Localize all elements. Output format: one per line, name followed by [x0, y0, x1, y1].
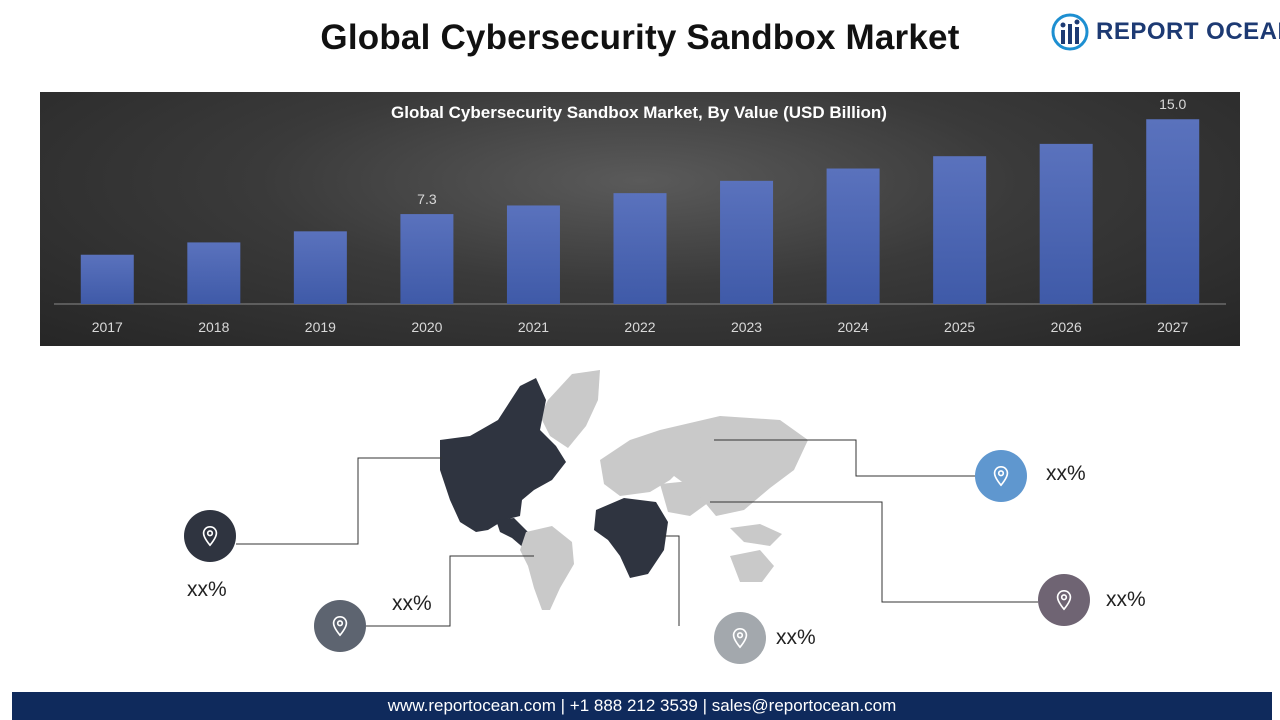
world-map [236, 370, 1038, 627]
globe-bars-icon [1051, 13, 1089, 51]
region-pin-north-america [184, 510, 236, 562]
bar-2026 [1039, 143, 1093, 304]
location-pin-icon [332, 616, 348, 637]
x-tick-label-2024: 2024 [838, 319, 869, 335]
x-tick-label-2023: 2023 [731, 319, 762, 335]
map-asia [660, 416, 808, 516]
region-value-north-america: xx% [187, 578, 227, 601]
region-pin-africa [714, 612, 766, 664]
bar-2025 [933, 156, 987, 304]
chart-canvas: Global Cybersecurity Sandbox Market, By … [54, 96, 1226, 335]
bar-2023 [720, 180, 774, 304]
bar-2018 [187, 242, 241, 304]
connector-south-america [366, 555, 534, 627]
world-map-section: xx% xx% xx% xx% xx% [0, 360, 1280, 690]
region-value-europe: xx% [1046, 462, 1086, 485]
chart-title: Global Cybersecurity Sandbox Market, By … [391, 103, 887, 122]
data-label-2020: 7.3 [417, 191, 437, 207]
x-tick-label-2018: 2018 [198, 319, 229, 335]
bar-2024 [826, 168, 880, 304]
bar-chart: Global Cybersecurity Sandbox Market, By … [40, 92, 1240, 346]
x-tick-label-2026: 2026 [1051, 319, 1082, 335]
brand-logo: REPORT OCEAN [1050, 10, 1280, 54]
bar-2020 [400, 214, 454, 304]
bar-2019 [293, 231, 347, 304]
connector-north-america [236, 457, 442, 545]
location-pin-icon [732, 628, 748, 649]
page-title: Global Cybersecurity Sandbox Market [320, 18, 960, 57]
x-tick-label-2020: 2020 [411, 319, 442, 335]
region-value-asia-pacific: xx% [1106, 588, 1146, 611]
bar-2022 [613, 193, 667, 304]
connector-africa [664, 535, 680, 626]
map-australia [730, 550, 774, 582]
x-tick-label-2017: 2017 [92, 319, 123, 335]
map-southeast-asia [730, 524, 782, 546]
region-pin-south-america [314, 600, 366, 652]
x-tick-label-2027: 2027 [1157, 319, 1188, 335]
x-tick-label-2021: 2021 [518, 319, 549, 335]
location-pin-icon [202, 526, 218, 547]
connector-asia-pacific [710, 501, 1038, 603]
bar-2017 [80, 254, 134, 304]
map-africa [594, 498, 668, 578]
map-greenland [540, 370, 600, 448]
connector-europe [714, 439, 976, 477]
location-pin-icon [993, 466, 1009, 487]
region-value-africa: xx% [776, 626, 816, 649]
data-label-2027: 15.0 [1159, 96, 1186, 112]
x-tick-label-2025: 2025 [944, 319, 975, 335]
map-north-america [440, 378, 566, 532]
region-value-south-america: xx% [392, 592, 432, 615]
bar-2021 [506, 205, 560, 304]
location-pin-icon [1056, 590, 1072, 611]
map-south-america [520, 526, 574, 610]
bar-2027 [1146, 119, 1200, 305]
region-pin-asia-pacific [1038, 574, 1090, 626]
brand-name: REPORT OCEAN [1096, 18, 1280, 45]
region-pin-europe [975, 450, 1027, 502]
x-tick-label-2022: 2022 [624, 319, 655, 335]
footer-contact-bar: www.reportocean.com | +1 888 212 3539 | … [12, 692, 1272, 720]
x-tick-label-2019: 2019 [305, 319, 336, 335]
